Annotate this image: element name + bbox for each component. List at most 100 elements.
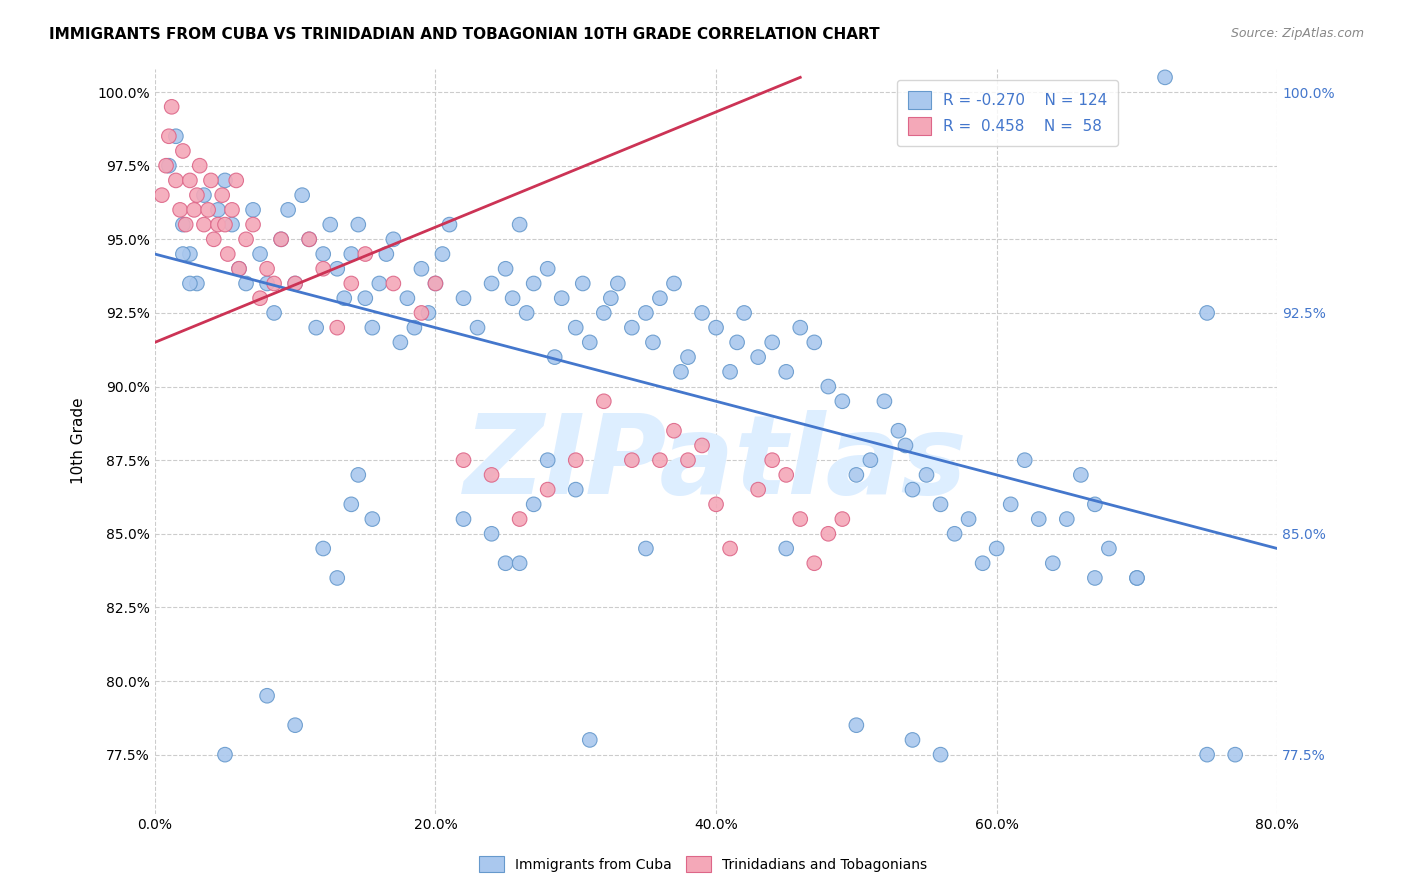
Point	[256, 261, 278, 276]
Point	[803, 556, 825, 570]
Point	[228, 261, 250, 276]
Point	[256, 689, 278, 703]
Point	[1197, 306, 1219, 320]
Point	[418, 306, 440, 320]
Point	[291, 188, 314, 202]
Point	[516, 306, 538, 320]
Point	[599, 291, 621, 305]
Point	[298, 232, 321, 246]
Point	[172, 218, 194, 232]
Point	[193, 218, 215, 232]
Point	[160, 100, 183, 114]
Point	[284, 277, 307, 291]
Point	[1154, 70, 1177, 85]
Point	[564, 453, 586, 467]
Point	[312, 541, 335, 556]
Point	[495, 556, 517, 570]
Point	[634, 541, 657, 556]
Point	[439, 218, 461, 232]
Point	[411, 261, 433, 276]
Point	[368, 277, 391, 291]
Point	[725, 335, 748, 350]
Point	[606, 277, 628, 291]
Point	[733, 306, 755, 320]
Point	[803, 335, 825, 350]
Point	[263, 277, 285, 291]
Point	[1070, 467, 1092, 482]
Point	[312, 261, 335, 276]
Point	[1126, 571, 1149, 585]
Point	[361, 512, 384, 526]
Point	[564, 320, 586, 334]
Point	[249, 247, 271, 261]
Point	[453, 291, 475, 305]
Point	[183, 202, 205, 217]
Point	[523, 277, 546, 291]
Point	[915, 467, 938, 482]
Point	[179, 247, 201, 261]
Point	[228, 261, 250, 276]
Point	[831, 512, 853, 526]
Point	[270, 232, 292, 246]
Point	[495, 261, 517, 276]
Point	[193, 188, 215, 202]
Point	[620, 453, 643, 467]
Point	[179, 277, 201, 291]
Point	[172, 247, 194, 261]
Point	[235, 277, 257, 291]
Point	[217, 247, 239, 261]
Point	[361, 320, 384, 334]
Point	[775, 541, 797, 556]
Point	[873, 394, 896, 409]
Point	[326, 320, 349, 334]
Point	[354, 247, 377, 261]
Text: Source: ZipAtlas.com: Source: ZipAtlas.com	[1230, 27, 1364, 40]
Point	[242, 218, 264, 232]
Point	[425, 277, 447, 291]
Point	[347, 467, 370, 482]
Point	[957, 512, 980, 526]
Point	[789, 320, 811, 334]
Point	[221, 218, 243, 232]
Point	[571, 277, 593, 291]
Point	[270, 232, 292, 246]
Point	[382, 232, 405, 246]
Point	[186, 277, 208, 291]
Point	[789, 512, 811, 526]
Point	[641, 335, 664, 350]
Point	[509, 556, 531, 570]
Point	[165, 129, 187, 144]
Point	[200, 173, 222, 187]
Point	[775, 365, 797, 379]
Point	[831, 394, 853, 409]
Point	[225, 173, 247, 187]
Y-axis label: 10th Grade: 10th Grade	[72, 398, 86, 484]
Point	[1056, 512, 1078, 526]
Point	[929, 747, 952, 762]
Point	[298, 232, 321, 246]
Point	[620, 320, 643, 334]
Point	[578, 733, 600, 747]
Point	[375, 247, 398, 261]
Point	[859, 453, 882, 467]
Point	[481, 467, 503, 482]
Point	[894, 438, 917, 452]
Point	[340, 247, 363, 261]
Point	[1197, 747, 1219, 762]
Point	[425, 277, 447, 291]
Point	[690, 306, 713, 320]
Point	[1028, 512, 1050, 526]
Point	[648, 291, 671, 305]
Point	[347, 218, 370, 232]
Point	[718, 365, 741, 379]
Point	[411, 306, 433, 320]
Point	[901, 483, 924, 497]
Point	[523, 497, 546, 511]
Point	[592, 306, 614, 320]
Point	[207, 202, 229, 217]
Point	[676, 453, 699, 467]
Point	[845, 718, 868, 732]
Point	[817, 526, 839, 541]
Text: ZIPatlas: ZIPatlas	[464, 410, 967, 516]
Point	[263, 306, 285, 320]
